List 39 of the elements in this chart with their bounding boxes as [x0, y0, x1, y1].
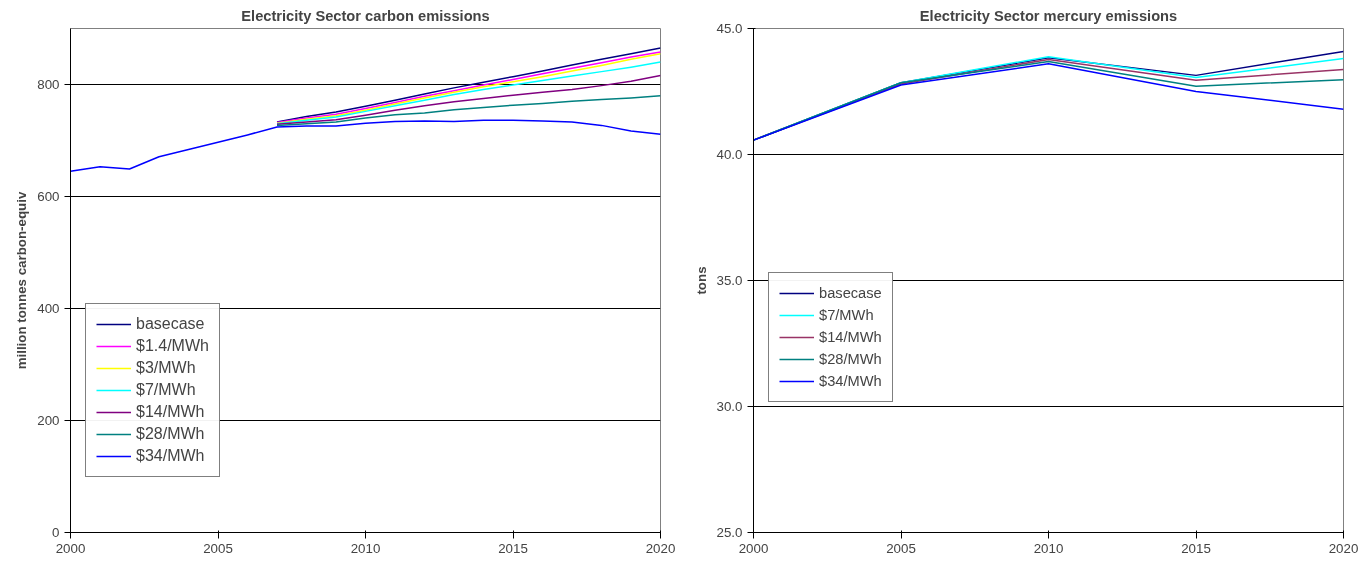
x-tick-label: 2010: [350, 540, 381, 556]
y-tick-label: 40.0: [716, 147, 743, 162]
legend-label: $3/MWh: [136, 359, 196, 377]
line-series: [276, 74, 661, 126]
y-tick-label: 45.0: [716, 21, 743, 36]
legend-label: $28/MWh: [136, 425, 205, 443]
x-tick-label: 2020: [1328, 540, 1359, 556]
x-tick-label: 2000: [738, 540, 769, 556]
legend-label: $14/MWh: [136, 403, 205, 421]
legend-label: $7/MWh: [819, 307, 874, 323]
y-tick-label: 30.0: [716, 399, 743, 414]
y-tick-label: 0: [52, 525, 60, 540]
legend-label: $34/MWh: [136, 447, 205, 465]
x-tick-label: 2000: [55, 540, 86, 556]
legend-label: $14/MWh: [819, 329, 882, 345]
legend-label: basecase: [819, 285, 882, 301]
chart-title: Electricity Sector carbon emissions: [241, 7, 490, 24]
y-axis-title: million tonnes carbon-equiv: [14, 191, 30, 370]
y-axis-title: tons: [693, 266, 709, 295]
x-tick-label: 2010: [1033, 540, 1064, 556]
line-series: [276, 94, 661, 127]
y-tick-label: 600: [37, 189, 60, 204]
y-tick-label: 25.0: [716, 525, 743, 540]
y-tick-label: 35.0: [716, 273, 743, 288]
chart-title: Electricity Sector mercury emissions: [919, 7, 1178, 24]
x-tick-label: 2005: [886, 540, 916, 556]
x-tick-label: 2005: [203, 540, 233, 556]
x-tick-label: 2015: [1181, 540, 1211, 556]
y-tick-label: 200: [37, 413, 60, 428]
x-tick-label: 2015: [498, 540, 528, 556]
legend-label: $34/MWh: [819, 373, 882, 389]
legend-label: $1.4/MWh: [136, 337, 209, 355]
line-series: [70, 119, 661, 173]
x-tick-label: 2020: [645, 540, 676, 556]
legend-label: basecase: [136, 315, 205, 333]
legend-label: $7/MWh: [136, 381, 196, 399]
legend-label: $28/MWh: [819, 351, 882, 367]
y-tick-label: 400: [37, 301, 60, 316]
y-tick-label: 800: [37, 77, 60, 92]
